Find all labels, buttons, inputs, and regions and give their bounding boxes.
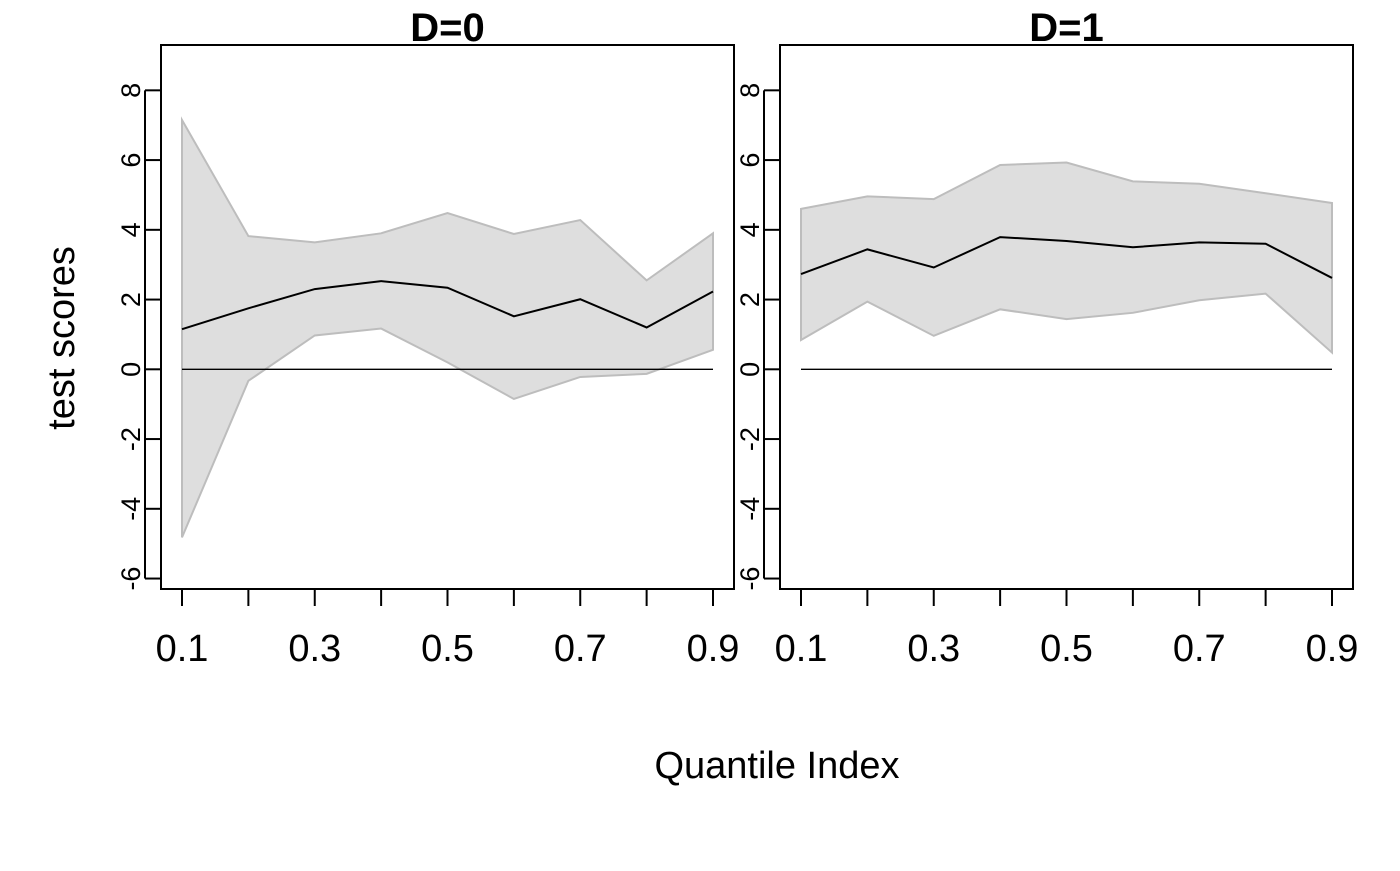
y-tick-label: -6 (116, 567, 146, 591)
panel-1: D=1 -6 -4 -2 0 2 4 6 8 0.1 0.3 0.5 0.7 0.9 (735, 6, 1358, 670)
panel-title: D=1 (1029, 6, 1104, 50)
y-tick-label: 2 (735, 292, 765, 307)
x-tick-label: 0.5 (1040, 628, 1093, 670)
x-tick-label: 0.1 (156, 628, 209, 670)
y-tick-label: -4 (735, 497, 765, 521)
confidence-band (800, 161, 1333, 355)
y-tick-label: 6 (735, 153, 765, 168)
estimate-line (800, 236, 1333, 279)
y-tick-label: -6 (735, 567, 765, 591)
panel-0: D=0 -6 -4 -2 0 2 4 6 8 0.1 0.3 0.5 0.7 0.9 (116, 6, 739, 670)
x-tick-label: 0.3 (907, 628, 960, 670)
y-tick-label: -4 (116, 497, 146, 521)
y-tick-label: 0 (735, 362, 765, 377)
x-tick-label: 0.7 (1173, 628, 1226, 670)
y-axis-title: test scores (41, 246, 83, 430)
x-tick-label: 0.7 (554, 628, 607, 670)
x-axis-title: Quantile Index (654, 745, 899, 787)
y-tick-label: -2 (735, 427, 765, 451)
x-tick-label: 0.1 (775, 628, 828, 670)
x-tick-label: 0.9 (1306, 628, 1359, 670)
x-tick-label: 0.9 (687, 628, 740, 670)
y-tick-label: 8 (735, 83, 765, 98)
y-tick-label: 6 (116, 153, 146, 168)
y-tick-label: 4 (116, 222, 146, 237)
x-tick-label: 0.3 (288, 628, 341, 670)
panels-layer: D=0 -6 -4 -2 0 2 4 6 8 0.1 0.3 0.5 0.7 0.9 D=1 -6 -4 -2 0 2… (116, 6, 1358, 670)
y-tick-label: 2 (116, 292, 146, 307)
y-tick-label: 8 (116, 83, 146, 98)
panel-title: D=0 (410, 6, 485, 50)
x-tick-label: 0.5 (421, 628, 474, 670)
y-tick-label: -2 (116, 427, 146, 451)
estimate-line (181, 280, 714, 331)
y-tick-label: 4 (735, 222, 765, 237)
y-tick-label: 0 (116, 362, 146, 377)
confidence-band (181, 116, 714, 538)
